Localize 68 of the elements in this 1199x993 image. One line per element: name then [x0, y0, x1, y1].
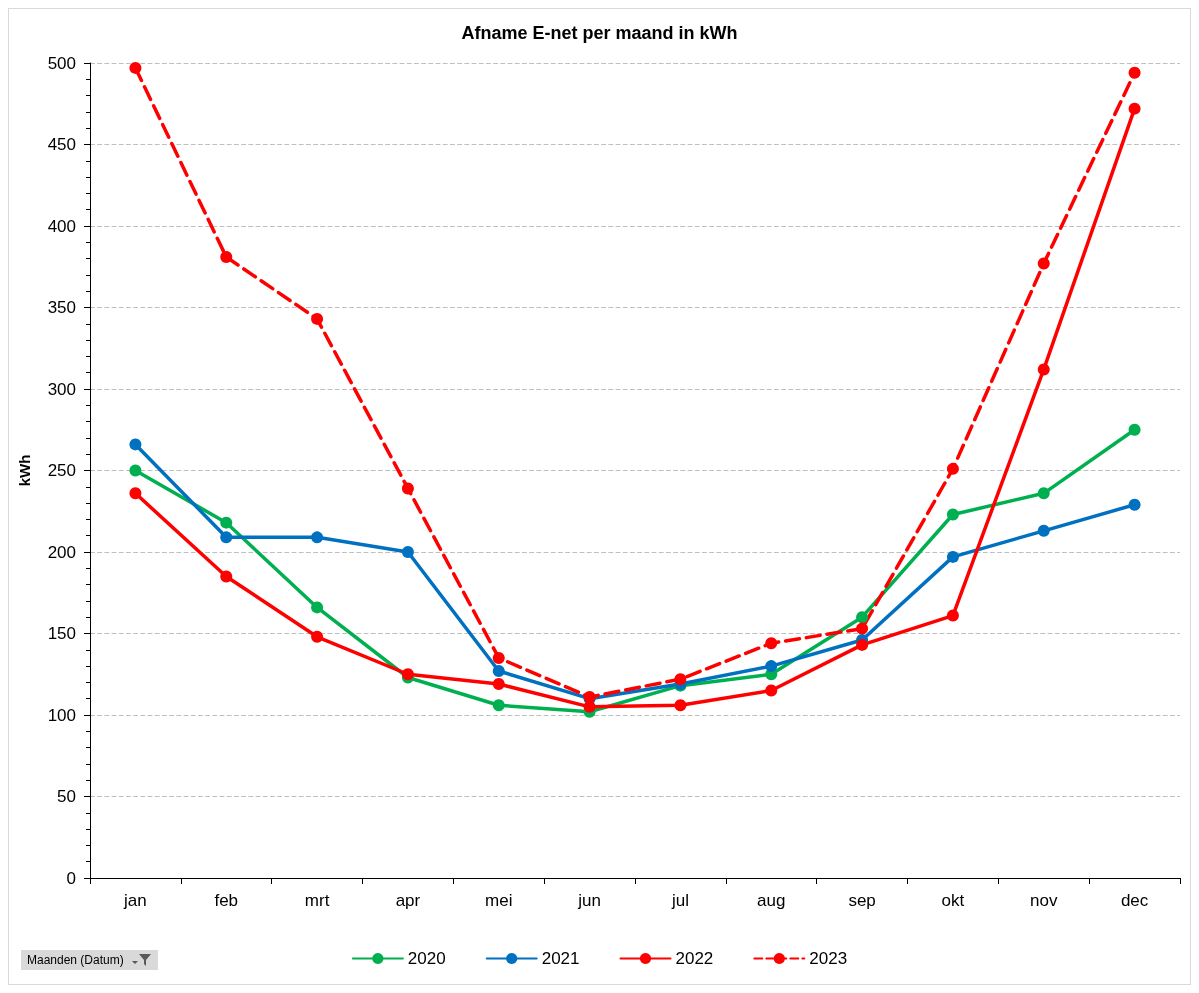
legend-label: 2020 — [407, 949, 446, 968]
y-tick-label: 400 — [47, 216, 76, 236]
text: Maanden (Datum) — [27, 953, 124, 967]
legend-label: 2023 — [809, 949, 848, 968]
legend-label: 2022 — [675, 949, 714, 968]
y-axis-title: kWh — [16, 454, 33, 487]
point — [1128, 423, 1141, 436]
point — [401, 482, 414, 495]
x-tick-label: feb — [214, 891, 239, 910]
y-tick-label: 250 — [47, 461, 76, 480]
point — [1128, 102, 1141, 115]
point — [856, 638, 869, 651]
y-tick-label: 500 — [47, 53, 76, 73]
point — [765, 637, 778, 650]
x-tick-label: okt — [941, 891, 965, 910]
x-tick-label: dec — [1120, 891, 1149, 910]
point — [1037, 524, 1050, 537]
point — [129, 464, 142, 477]
point — [311, 531, 324, 544]
y-tick-label: 200 — [47, 542, 76, 562]
point — [946, 508, 959, 521]
x-tick-label: mrt — [304, 891, 330, 910]
point — [311, 312, 324, 325]
point — [220, 516, 233, 529]
point — [220, 250, 233, 263]
x-tick-label: jan — [123, 891, 147, 910]
y-tick-label: 450 — [47, 135, 76, 154]
x-tick-label: sep — [848, 891, 876, 910]
point — [1037, 363, 1050, 376]
point — [1128, 66, 1141, 79]
point — [220, 531, 233, 544]
point — [129, 487, 142, 500]
point — [311, 601, 324, 614]
point — [946, 609, 959, 622]
point — [220, 570, 233, 583]
point — [129, 61, 142, 74]
point — [856, 611, 869, 624]
point — [492, 699, 505, 712]
point — [401, 546, 414, 558]
point — [492, 664, 505, 677]
point — [1037, 487, 1050, 500]
x-tick-label: apr — [395, 891, 421, 910]
y-tick-label: 350 — [47, 298, 76, 317]
point — [674, 699, 687, 712]
legend-label: 2021 — [541, 949, 580, 968]
point — [1128, 498, 1141, 511]
y-tick-label: 100 — [47, 705, 76, 725]
x-tick-label: jun — [577, 891, 601, 910]
x-tick-label: mei — [485, 891, 513, 910]
x-tick-label: aug — [757, 891, 786, 910]
y-tick-label: 50 — [57, 787, 76, 806]
point — [765, 684, 778, 697]
point — [129, 438, 142, 451]
chart-title: Afname E-net per maand in kWh — [461, 23, 738, 43]
x-tick-label: nov — [1030, 891, 1058, 910]
point — [674, 673, 687, 686]
y-tick-label: 300 — [47, 379, 76, 399]
point — [946, 550, 959, 563]
point — [856, 622, 869, 635]
point — [946, 462, 959, 475]
point — [492, 651, 505, 664]
point — [492, 678, 505, 691]
point — [311, 630, 324, 643]
y-tick-label: 0 — [66, 868, 76, 888]
x-tick-label: jul — [670, 891, 689, 910]
point — [1037, 257, 1050, 270]
y-tick-label: 150 — [47, 624, 76, 643]
point — [765, 660, 778, 673]
